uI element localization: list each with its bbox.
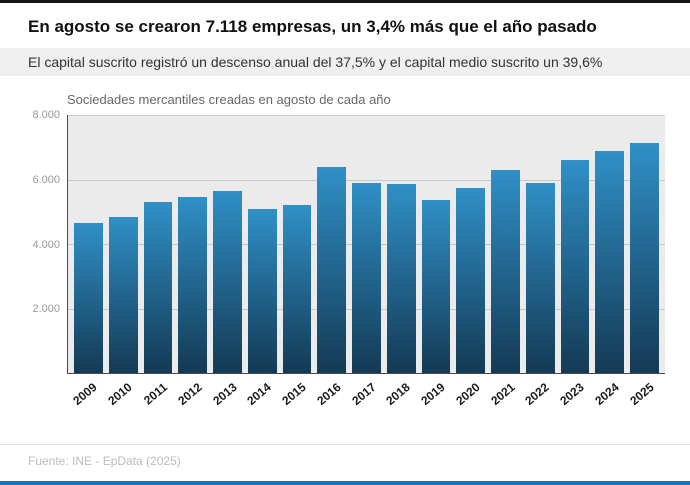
x-tick: 2022 bbox=[523, 374, 558, 422]
x-tick: 2021 bbox=[488, 374, 523, 422]
plot-area bbox=[67, 115, 665, 374]
x-tick: 2015 bbox=[279, 374, 315, 422]
x-tick: 2016 bbox=[314, 374, 349, 422]
bar-2009[interactable] bbox=[74, 223, 103, 373]
source-text: Fuente: INE - EpData (2025) bbox=[28, 454, 181, 468]
x-tick: 2018 bbox=[384, 374, 419, 422]
x-tick: 2017 bbox=[349, 374, 384, 422]
x-tick: 2023 bbox=[557, 374, 593, 422]
x-tick: 2009 bbox=[71, 374, 106, 422]
footer: Fuente: INE - EpData (2025) bbox=[0, 444, 690, 481]
x-tick-label: 2010 bbox=[105, 380, 135, 408]
x-tick-label: 2009 bbox=[70, 380, 101, 408]
x-tick-label: 2018 bbox=[383, 380, 414, 408]
bar-2012[interactable] bbox=[178, 197, 208, 373]
y-axis: 2.000 4.000 6.000 8.000 bbox=[30, 109, 67, 374]
bar-2014[interactable] bbox=[247, 208, 277, 373]
x-tick-label: 2024 bbox=[592, 380, 622, 408]
bar-2025[interactable] bbox=[630, 143, 660, 373]
y-tick-label: 6.000 bbox=[32, 173, 60, 186]
y-tick-label: 2.000 bbox=[32, 303, 60, 316]
bar-chart: Sociedades mercantiles creadas en agosto… bbox=[30, 92, 665, 422]
chart-title: Sociedades mercantiles creadas en agosto… bbox=[67, 92, 391, 107]
bar-2016[interactable] bbox=[317, 166, 347, 373]
bar-2015[interactable] bbox=[282, 205, 312, 373]
bars bbox=[68, 115, 665, 373]
x-tick-label: 2016 bbox=[314, 380, 344, 408]
x-tick: 2014 bbox=[245, 374, 280, 422]
x-tick-label: 2023 bbox=[557, 380, 587, 408]
bar-2017[interactable] bbox=[352, 182, 381, 373]
plot-row: 2.000 4.000 6.000 8.000 bbox=[30, 109, 665, 374]
x-tick-label: 2012 bbox=[175, 380, 205, 408]
y-tick-label: 8.000 bbox=[32, 109, 60, 121]
subtitle-band: El capital suscrito registró un descenso… bbox=[0, 48, 690, 76]
bar-2022[interactable] bbox=[525, 182, 555, 373]
x-tick-label: 2022 bbox=[522, 380, 553, 408]
x-tick-label: 2011 bbox=[140, 380, 170, 408]
gridline bbox=[68, 115, 665, 116]
x-tick: 2011 bbox=[141, 374, 176, 422]
bar-2013[interactable] bbox=[213, 190, 242, 373]
bar-2021[interactable] bbox=[491, 169, 520, 373]
x-tick-label: 2017 bbox=[348, 380, 379, 408]
bar-2024[interactable] bbox=[595, 150, 625, 373]
x-tick-label: 2025 bbox=[626, 380, 657, 408]
bar-2018[interactable] bbox=[386, 184, 416, 373]
bottom-border bbox=[0, 481, 690, 485]
x-tick-label: 2019 bbox=[418, 380, 448, 408]
gridline bbox=[68, 179, 665, 181]
x-tick-label: 2014 bbox=[244, 380, 274, 408]
x-tick: 2019 bbox=[418, 374, 454, 422]
bar-2020[interactable] bbox=[456, 187, 486, 373]
x-tick-label: 2020 bbox=[453, 380, 483, 408]
page-subtitle: El capital suscrito registró un descenso… bbox=[28, 54, 603, 70]
x-tick: 2012 bbox=[175, 374, 210, 422]
bar-2011[interactable] bbox=[143, 202, 173, 373]
x-tick-label: 2013 bbox=[209, 380, 240, 408]
x-tick: 2025 bbox=[627, 374, 662, 422]
x-tick: 2010 bbox=[105, 374, 141, 422]
x-tick: 2020 bbox=[453, 374, 488, 422]
x-axis: 2009 2010 2011 2012 2013 2014 2015 2016 2017 2018… bbox=[68, 374, 665, 422]
x-tick-label: 2015 bbox=[279, 380, 309, 408]
bar-2023[interactable] bbox=[560, 160, 590, 373]
bar-2019[interactable] bbox=[421, 200, 451, 373]
x-tick: 2013 bbox=[210, 374, 245, 422]
x-tick: 2024 bbox=[592, 374, 627, 422]
bar-2010[interactable] bbox=[108, 216, 138, 373]
page-title: En agosto se crearon 7.118 empresas, un … bbox=[28, 17, 597, 36]
y-tick-label: 4.000 bbox=[32, 238, 60, 251]
x-tick-label: 2021 bbox=[487, 380, 518, 408]
